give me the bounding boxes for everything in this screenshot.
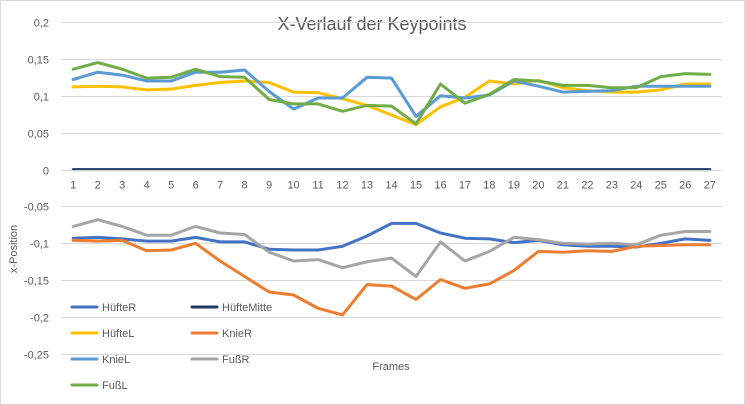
x-tick-label: 3 bbox=[119, 180, 125, 192]
x-tick-label: 19 bbox=[508, 180, 520, 192]
y-tick-label: 0,2 bbox=[34, 18, 49, 30]
x-tick-label: 6 bbox=[193, 180, 199, 192]
legend-entry: KnieR bbox=[190, 328, 252, 340]
legend-label: KnieR bbox=[222, 328, 252, 340]
y-tick-label: 0,05 bbox=[28, 129, 49, 141]
series-line-6 bbox=[71, 218, 712, 278]
x-tick-label: 24 bbox=[630, 180, 642, 192]
series-line-7 bbox=[71, 61, 712, 126]
y-tick-label: -0,1 bbox=[30, 239, 49, 251]
x-tick-label: 20 bbox=[532, 180, 544, 192]
legend-entry: FußR bbox=[190, 354, 250, 366]
x-tick-label: 18 bbox=[483, 180, 495, 192]
x-tick-label: 7 bbox=[217, 180, 223, 192]
y-axis-ticks: 0,2 0,15 0,1 0,05 0 -0,05 -0,1 -0,15 -0,2 -0,25 bbox=[24, 18, 49, 362]
legend-entry: HüfteL bbox=[70, 328, 134, 340]
x-tick-label: 2 bbox=[95, 180, 101, 192]
x-axis-ticks: 1 2 3 4 5 6 7 8 9 10 11 12 13 14 15 16 17 18 19 20 21 22 23 24 2… bbox=[70, 180, 716, 192]
y-tick-label: -0,25 bbox=[24, 350, 49, 362]
y-tick-label: 0,15 bbox=[28, 55, 49, 67]
x-tick-label: 11 bbox=[312, 180, 323, 192]
x-tick-label: 26 bbox=[679, 180, 691, 192]
x-tick-label: 21 bbox=[557, 180, 569, 192]
x-tick-label: 9 bbox=[266, 180, 272, 192]
x-tick-label: 25 bbox=[655, 180, 667, 192]
x-tick-label: 10 bbox=[287, 180, 299, 192]
legend-label: FußL bbox=[102, 380, 128, 392]
x-tick-label: 22 bbox=[581, 180, 593, 192]
legend-label: KnieL bbox=[102, 354, 130, 366]
legend-label: HüfteL bbox=[102, 328, 134, 340]
legend-label: FußR bbox=[222, 354, 250, 366]
legend-label: HüfteMitte bbox=[222, 302, 272, 314]
series-lines bbox=[71, 61, 712, 317]
series-line-4 bbox=[71, 238, 712, 317]
legend-entry: KnieL bbox=[70, 354, 130, 366]
legend-entry: HüfteR bbox=[70, 302, 136, 314]
x-tick-label: 23 bbox=[606, 180, 618, 192]
x-tick-label: 5 bbox=[168, 180, 174, 192]
chart-title: X-Verlauf der Keypoints bbox=[277, 14, 466, 34]
x-tick-label: 15 bbox=[410, 180, 422, 192]
x-tick-label: 13 bbox=[361, 180, 373, 192]
x-tick-label: 17 bbox=[459, 180, 471, 192]
legend-entry: FußL bbox=[70, 380, 128, 392]
series-line-5 bbox=[71, 68, 712, 118]
y-tick-label: 0,1 bbox=[34, 92, 49, 104]
y-axis-label: x-Position bbox=[8, 225, 20, 273]
x-tick-label: 27 bbox=[704, 180, 716, 192]
x-tick-label: 12 bbox=[336, 180, 348, 192]
x-tick-label: 8 bbox=[242, 180, 248, 192]
y-tick-label: -0,2 bbox=[30, 313, 49, 325]
x-tick-label: 16 bbox=[434, 180, 446, 192]
legend: HüfteR HüfteMitte HüfteL KnieR KnieL FußR FußL bbox=[70, 302, 272, 392]
x-tick-label: 14 bbox=[385, 180, 397, 192]
x-tick-label: 1 bbox=[70, 180, 76, 192]
y-tick-label: -0,05 bbox=[24, 202, 49, 214]
x-tick-label: 4 bbox=[144, 180, 150, 192]
y-tick-label: -0,15 bbox=[24, 276, 49, 288]
x-axis-label: Frames bbox=[372, 361, 410, 373]
legend-entry: HüfteMitte bbox=[190, 302, 272, 314]
y-tick-label: 0 bbox=[43, 166, 49, 178]
legend-label: HüfteR bbox=[102, 302, 136, 314]
series-line-1 bbox=[71, 221, 712, 252]
